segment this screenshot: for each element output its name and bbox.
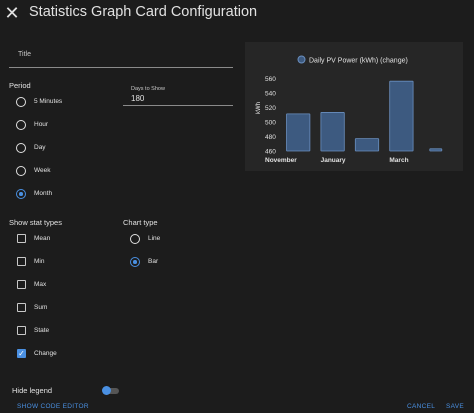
y-tick-label: 460 bbox=[265, 149, 276, 156]
title-field-label: Title bbox=[18, 51, 31, 58]
close-icon[interactable]: ✕ bbox=[4, 3, 20, 23]
x-tick-label: March bbox=[389, 157, 408, 164]
y-tick-label: 480 bbox=[265, 134, 276, 141]
stat-checkbox-min[interactable] bbox=[17, 257, 26, 266]
y-tick-label: 520 bbox=[265, 105, 276, 112]
stat-option-label: Max bbox=[34, 281, 47, 288]
chart-preview: Daily PV Power (kWh) (change) 560 540 520 50… bbox=[245, 42, 463, 171]
bar bbox=[389, 80, 414, 152]
y-tick-label: 500 bbox=[265, 119, 276, 126]
period-radio-day[interactable] bbox=[16, 143, 26, 153]
y-tick-label: 540 bbox=[265, 90, 276, 97]
period-option-label: Week bbox=[34, 167, 51, 174]
cancel-button[interactable]: CANCEL bbox=[407, 403, 436, 410]
x-tick-label: January bbox=[321, 157, 346, 164]
show-code-editor-button[interactable]: SHOW CODE EDITOR bbox=[17, 403, 89, 410]
stat-checkbox-mean[interactable] bbox=[17, 234, 26, 243]
chart-type-option-label: Bar bbox=[148, 258, 159, 265]
dialog-header: ✕ Statistics Graph Card Configuration bbox=[0, 0, 474, 30]
title-field[interactable]: Title bbox=[9, 45, 233, 68]
stat-option-label: Mean bbox=[34, 235, 51, 242]
bar bbox=[320, 112, 345, 152]
stat-option-label: Change bbox=[34, 350, 57, 357]
stat-option-label: Min bbox=[34, 258, 45, 265]
toggle-track bbox=[105, 388, 119, 394]
y-axis-label: kWh bbox=[256, 102, 262, 114]
period-radio-week[interactable] bbox=[16, 166, 26, 176]
period-radio-month[interactable] bbox=[16, 189, 26, 199]
chart-type-option-label: Line bbox=[148, 235, 161, 242]
chart-type-label: Chart type bbox=[123, 218, 158, 227]
stat-checkbox-change[interactable]: ✓ bbox=[17, 349, 26, 358]
period-radio-hour[interactable] bbox=[16, 120, 26, 130]
chart-type-radio-bar[interactable] bbox=[130, 257, 140, 267]
stat-checkbox-max[interactable] bbox=[17, 280, 26, 289]
period-label: Period bbox=[9, 81, 31, 90]
stat-option-label: Sum bbox=[34, 304, 48, 311]
bar bbox=[286, 113, 311, 152]
period-option-label: Month bbox=[34, 190, 53, 197]
stat-checkbox-state[interactable] bbox=[17, 326, 26, 335]
legend-label: Daily PV Power (kWh) (change) bbox=[309, 58, 408, 65]
stat-types-label: Show stat types bbox=[9, 218, 62, 227]
x-tick-label: November bbox=[265, 157, 297, 164]
save-button[interactable]: SAVE bbox=[446, 403, 465, 410]
dialog-title: Statistics Graph Card Configuration bbox=[29, 4, 258, 20]
chart-svg: Daily PV Power (kWh) (change) 560 540 520 50… bbox=[256, 55, 443, 164]
stat-option-label: State bbox=[34, 327, 50, 334]
bar bbox=[354, 138, 380, 152]
bar bbox=[429, 148, 443, 152]
days-to-show-label: Days to Show bbox=[131, 86, 165, 92]
chart-type-radio-line[interactable] bbox=[130, 234, 140, 244]
hide-legend-toggle[interactable] bbox=[102, 386, 120, 395]
days-to-show-field[interactable]: Days to Show 180 bbox=[123, 82, 233, 106]
period-option-label: 5 Minutes bbox=[34, 98, 63, 105]
legend-swatch bbox=[297, 55, 306, 64]
period-option-label: Hour bbox=[34, 121, 49, 128]
period-option-label: Day bbox=[34, 144, 46, 151]
hide-legend-label: Hide legend bbox=[12, 386, 53, 395]
stat-checkbox-sum[interactable] bbox=[17, 303, 26, 312]
y-tick-label: 560 bbox=[265, 76, 276, 83]
toggle-knob bbox=[102, 386, 111, 395]
period-radio-5-minutes[interactable] bbox=[16, 97, 26, 107]
days-to-show-value: 180 bbox=[131, 94, 145, 103]
